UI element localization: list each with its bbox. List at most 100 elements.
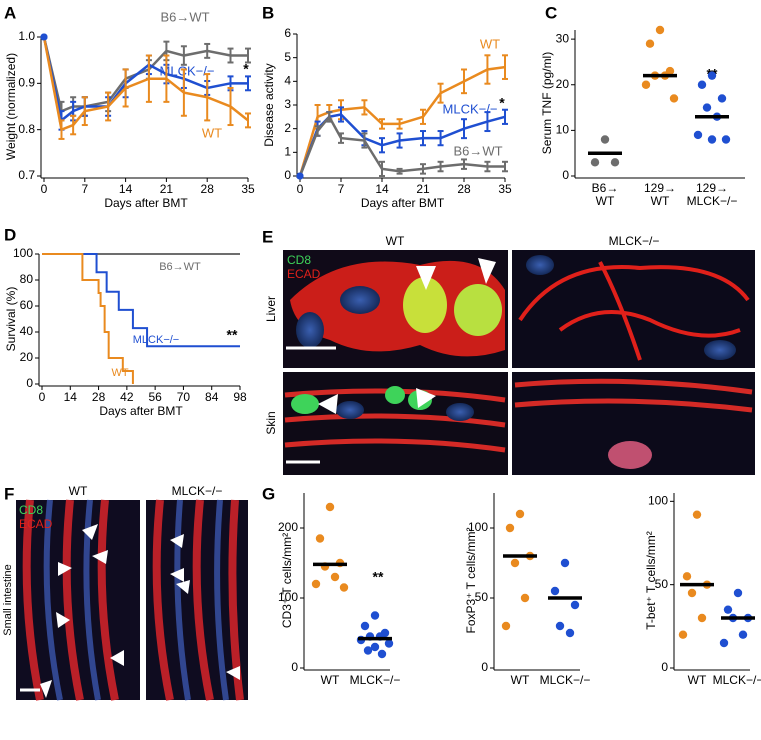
y-axis-title: T-bet⁺ T cells/mm² [644,531,658,630]
arrowhead [170,568,184,582]
y-axis-title: Weight (normalized) [4,53,18,160]
row-label: Small intestine [2,564,14,636]
dot [339,583,349,592]
y-tick-label: 2 [284,121,291,135]
x-tick-label-box: B6→ WT [591,182,619,208]
series-line [298,114,505,177]
x-tick-label: 28 [457,182,471,196]
dot [520,593,530,603]
column-label: MLCK−/− [609,234,660,248]
x-tick-label-box: MLCK−/− [349,674,401,687]
arrowhead [416,266,436,290]
dot [600,135,610,144]
y-tick-label: 0 [661,660,668,674]
column-label: MLCK−/− [172,484,223,498]
x-tick-label-box: 129→ WT [644,182,676,208]
dot [370,611,380,620]
x-tick-label: 7 [81,182,88,196]
panel-label: B [262,3,274,22]
y-tick-label: 0.7 [18,168,35,182]
arrowhead [226,666,240,680]
row-label: Skin [264,411,278,434]
y-tick-label: 100 [278,590,298,604]
dot [697,80,707,89]
x-tick-label: 0 [41,182,48,196]
y-tick-label: 0 [26,376,33,390]
dot [510,558,520,568]
x-tick-label: MLCK−/− [712,674,761,687]
y-tick-label: 80 [20,272,34,286]
y-axis-title: FoxP3⁺ T cells/mm² [464,528,478,634]
arrowhead [176,580,190,594]
x-axis-title: Days after BMT [361,196,445,210]
dot [678,630,688,639]
dot [560,558,570,568]
dot [377,649,387,659]
series-label: MLCK−/− [133,334,179,346]
dot [719,638,729,648]
dot [645,39,655,48]
x-tick-label: WT [687,674,707,687]
dot [330,572,340,582]
series-label: WT [111,367,128,379]
error-bar [502,108,508,125]
arrowhead [110,650,124,666]
arrowhead [318,394,338,414]
panel-label: C [545,3,557,22]
column-label: WT [386,234,405,248]
x-tick-label: 56 [148,390,162,404]
nucleus [296,312,324,348]
dot [687,588,697,598]
arrowhead [416,388,436,408]
x-tick-label-box: WT [687,674,707,687]
x-axis-title: Days after BMT [99,404,183,418]
y-tick-label: 100 [13,246,33,260]
y-tick-label: 0.8 [18,122,35,136]
x-tick-label-box: MLCK−/− [540,674,591,687]
series-label: B6→WT [453,143,502,158]
y-axis-title: Disease activity [262,63,276,146]
arrowhead [82,524,98,540]
dot [738,630,748,639]
x-tick-label: MLCK−/− [349,674,401,687]
x-tick-label: 98 [233,390,247,404]
dot [311,579,321,589]
nucleus [526,255,554,275]
series-line [42,36,249,132]
y-tick-label: 4 [284,74,291,88]
dot [669,94,679,103]
dot [721,135,731,144]
series-label: WT [202,125,222,140]
x-axis-title: Days after BMT [104,196,188,210]
annotation: * [499,95,505,111]
series-label: B6→WT [160,9,209,24]
x-tick-label: 14 [119,182,133,196]
x-tick-label: 21 [416,182,430,196]
ecad-stain [514,378,753,413]
survival-line [42,253,134,384]
y-tick-label: 50 [655,577,669,591]
stain-label: CD8 [287,253,311,267]
y-tick-label: 60 [20,298,34,312]
dot [641,80,651,89]
y-tick-label: 1.0 [18,29,35,43]
dot [565,628,575,638]
y-tick-label: 0 [284,168,291,182]
dot [501,621,511,631]
x-tick-label: 35 [241,182,255,196]
y-tick-label: 10 [556,123,570,137]
ecad-stain [290,260,505,357]
arrowhead [58,562,72,576]
dot [315,534,325,543]
x-tick-label: 7 [338,182,345,196]
x-tick-label: B6→ WT [591,182,619,208]
dot [505,523,515,533]
x-tick-label: WT [510,674,530,687]
dot [702,103,712,112]
annotation: ** [373,569,384,585]
cd8-cell [291,394,319,414]
dot [707,71,717,80]
y-tick-label: 40 [20,324,34,338]
panel-label: A [4,3,16,22]
